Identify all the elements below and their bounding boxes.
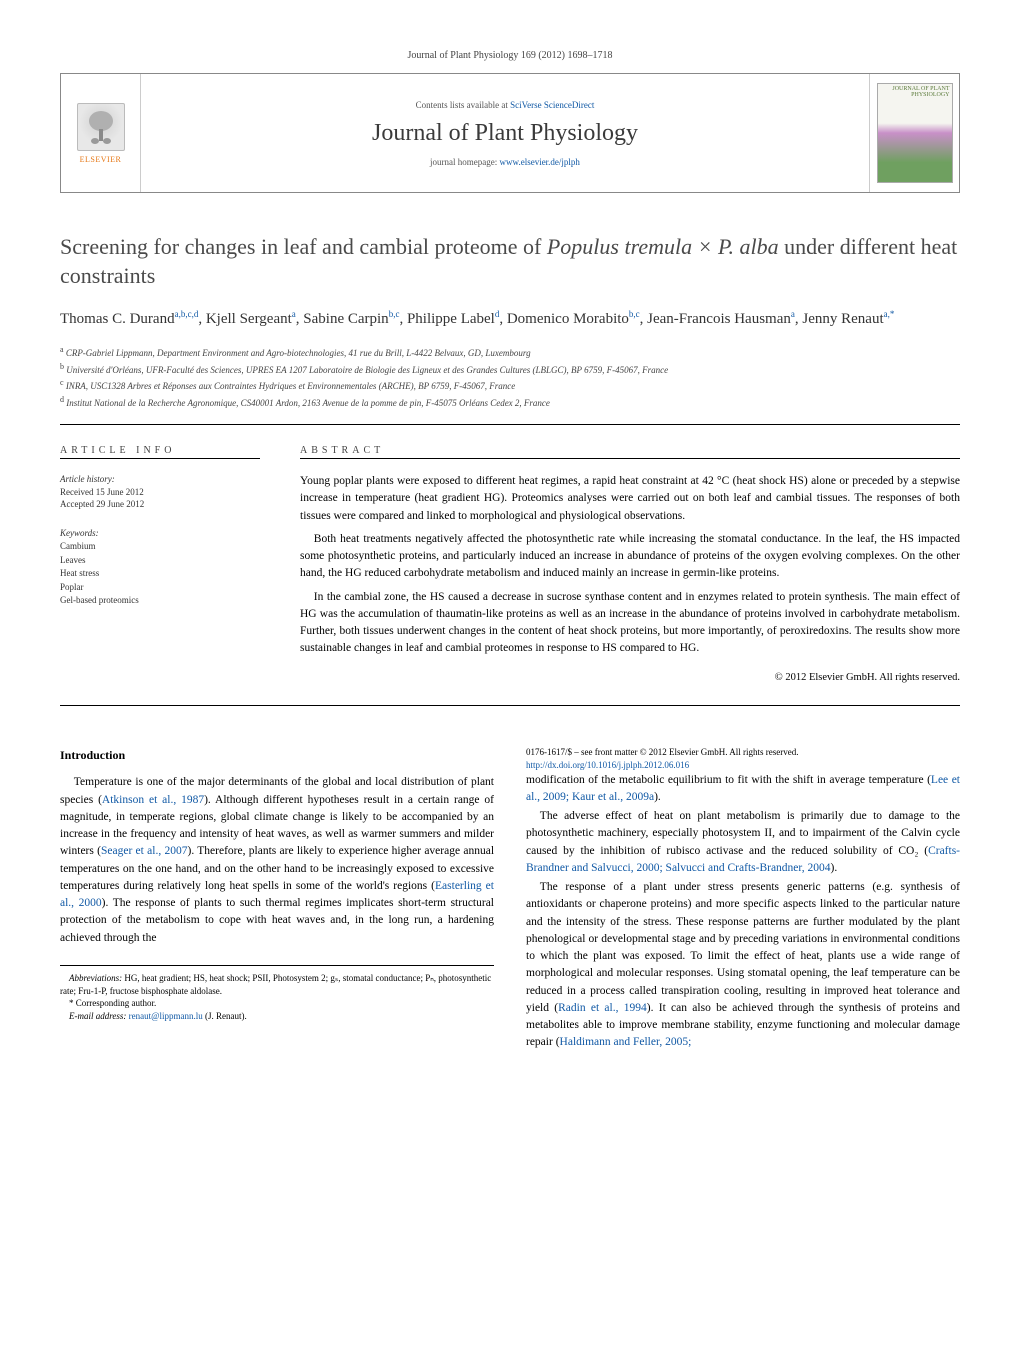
keyword-item: Leaves [60,554,260,568]
abstract-p2: Both heat treatments negatively affected… [300,531,960,583]
affiliation-d: d Institut National de la Recherche Agro… [60,394,960,411]
homepage-link[interactable]: www.elsevier.de/jplph [500,157,580,167]
publisher-logo-block: ELSEVIER [61,74,141,192]
abbreviations-footnote: Abbreviations: HG, heat gradient; HS, he… [60,972,494,997]
author-list: Thomas C. Duranda,b,c,d, Kjell Sergeanta… [60,308,960,330]
body-p2a: modification of the metabolic equilibriu… [526,774,931,786]
page: Journal of Plant Physiology 169 (2012) 1… [0,0,1020,1102]
citation-link[interactable]: Haldimann and Feller, 2005; [560,1036,692,1048]
copyright-footer: 0176-1617/$ – see front matter © 2012 El… [526,746,960,771]
body-p4: The response of a plant under stress pre… [526,879,960,1052]
journal-masthead: ELSEVIER Contents lists available at Sci… [60,73,960,193]
journal-homepage-line: journal homepage: www.elsevier.de/jplph [430,157,580,167]
body-p3: The adverse effect of heat on plant meta… [526,808,960,877]
body-p2b: ). [654,791,661,803]
email-footnote: E-mail address: renaut@lippmann.lu (J. R… [60,1010,494,1023]
masthead-center: Contents lists available at SciVerse Sci… [141,74,869,192]
corresponding-author-footnote: * Corresponding author. [60,997,494,1010]
doi-link[interactable]: http://dx.doi.org/10.1016/j.jplph.2012.0… [526,760,689,770]
elsevier-label: ELSEVIER [80,155,122,164]
keywords-heading: Keywords: [60,527,260,541]
abstract-label: abstract [300,445,960,463]
intro-heading: Introduction [60,746,494,764]
info-abstract-row: article info Article history: Received 1… [60,445,960,706]
body-two-column: Introduction Temperature is one of the m… [60,746,960,1051]
abbr-text: HG, heat gradient; HS, heat shock; PSII,… [60,973,491,996]
article-info-label: article info [60,445,260,463]
history-heading: Article history: [60,473,260,486]
affiliation-a-text: CRP-Gabriel Lippmann, Department Environ… [66,348,531,358]
abstract-column: abstract Young poplar plants were expose… [300,445,960,685]
contents-available-line: Contents lists available at SciVerse Sci… [416,100,595,110]
article-history: Article history: Received 15 June 2012 A… [60,473,260,511]
affiliation-d-text: Institut National de la Recherche Agrono… [66,398,550,408]
title-species: Populus tremula × P. alba [547,234,779,259]
abstract-p1: Young poplar plants were exposed to diff… [300,473,960,525]
title-pre: Screening for changes in leaf and cambia… [60,234,547,259]
affiliation-b: b Université d'Orléans, UFR-Faculté des … [60,361,960,378]
keyword-item: Heat stress [60,567,260,581]
affiliation-c-text: INRA, USC1328 Arbres et Réponses aux Con… [66,381,515,391]
footnote-block: Abbreviations: HG, heat gradient; HS, he… [60,965,494,1022]
journal-cover-thumb: JOURNAL OF PLANT PHYSIOLOGY [869,74,959,192]
abstract-p3: In the cambial zone, the HS caused a dec… [300,589,960,658]
citation-link[interactable]: Atkinson et al., 1987 [102,794,204,806]
body-p1d: ). The response of plants to such therma… [60,897,494,944]
homepage-prefix: journal homepage: [430,157,499,167]
issn-line: 0176-1617/$ – see front matter © 2012 El… [526,746,960,759]
keyword-item: Cambium [60,540,260,554]
article-title: Screening for changes in leaf and cambia… [60,233,960,290]
history-received: Received 15 June 2012 [60,486,260,499]
affiliation-b-text: Université d'Orléans, UFR-Faculté des Sc… [66,365,668,375]
keyword-item: Gel-based proteomics [60,594,260,608]
email-label: E-mail address: [69,1011,129,1021]
body-p4a: The response of a plant under stress pre… [526,881,960,1014]
keyword-item: Poplar [60,581,260,595]
abstract-copyright: © 2012 Elsevier GmbH. All rights reserve… [300,670,960,686]
affiliations: a CRP-Gabriel Lippmann, Department Envir… [60,344,960,425]
abbr-label: Abbreviations: [69,973,122,983]
body-p1: Temperature is one of the major determin… [60,774,494,947]
article-info-column: article info Article history: Received 1… [60,445,260,685]
affiliation-a: a CRP-Gabriel Lippmann, Department Envir… [60,344,960,361]
citation-link[interactable]: Seager et al., 2007 [101,845,188,857]
corresponding-email-link[interactable]: renaut@lippmann.lu [129,1011,203,1021]
running-header: Journal of Plant Physiology 169 (2012) 1… [60,50,960,61]
keywords: Keywords: Cambium Leaves Heat stress Pop… [60,527,260,608]
history-accepted: Accepted 29 June 2012 [60,498,260,511]
email-suffix: (J. Renaut). [203,1011,247,1021]
elsevier-tree-icon [77,103,125,151]
journal-name: Journal of Plant Physiology [372,120,638,147]
contents-prefix: Contents lists available at [416,100,510,110]
body-p2: modification of the metabolic equilibriu… [526,772,960,807]
body-p3b: ). [831,862,838,874]
abstract-text: Young poplar plants were exposed to diff… [300,473,960,685]
body-p3a: The adverse effect of heat on plant meta… [526,810,960,857]
affiliation-c: c INRA, USC1328 Arbres et Réponses aux C… [60,377,960,394]
sciencedirect-link[interactable]: SciVerse ScienceDirect [510,100,594,110]
cover-image: JOURNAL OF PLANT PHYSIOLOGY [877,83,953,183]
citation-link[interactable]: Radin et al., 1994 [558,1002,647,1014]
